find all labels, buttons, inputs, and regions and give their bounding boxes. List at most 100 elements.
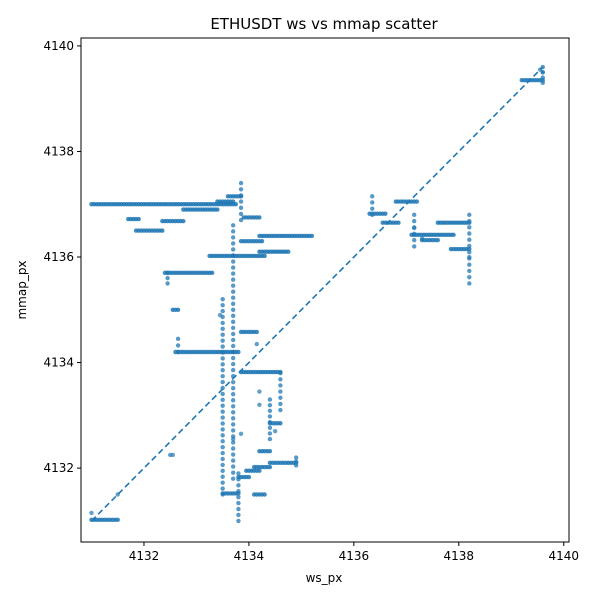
data-point — [220, 373, 225, 379]
data-point — [175, 336, 181, 342]
data-point — [230, 289, 236, 294]
data-point — [230, 428, 236, 433]
x-tick-label: 4132 — [129, 549, 160, 563]
data-point — [370, 200, 375, 205]
data-point — [238, 180, 244, 186]
data-point — [467, 212, 472, 217]
data-point — [220, 397, 225, 403]
data-point — [220, 444, 225, 450]
data-point — [220, 450, 225, 456]
x-tick-label: 4138 — [444, 549, 475, 563]
data-point — [136, 216, 141, 222]
data-point — [267, 449, 273, 454]
data-point — [230, 277, 236, 282]
data-point — [230, 379, 236, 385]
data-point — [220, 362, 225, 367]
data-point — [236, 483, 241, 488]
data-point — [220, 344, 225, 349]
data-point — [293, 455, 299, 460]
data-point — [230, 241, 236, 246]
data-point — [230, 422, 236, 427]
data-point — [220, 468, 225, 474]
chart-title: ETHUSDT ws vs mmap scatter — [210, 15, 438, 33]
data-point — [220, 409, 225, 414]
data-point — [230, 283, 236, 288]
data-point — [236, 494, 241, 500]
data-point — [267, 414, 273, 419]
data-point — [467, 246, 472, 252]
data-point — [230, 259, 236, 264]
data-point — [267, 464, 273, 470]
data-point — [175, 307, 181, 312]
data-point — [238, 217, 244, 223]
data-point — [236, 512, 241, 518]
data-point — [412, 218, 417, 224]
data-point — [230, 265, 236, 270]
data-point — [230, 271, 236, 276]
data-point — [220, 462, 225, 468]
data-point — [236, 489, 241, 494]
data-point — [115, 517, 120, 523]
data-point — [370, 194, 375, 199]
data-point — [220, 480, 225, 485]
data-point — [370, 206, 375, 211]
data-point — [230, 470, 236, 475]
data-point — [170, 452, 176, 458]
data-point — [254, 329, 259, 335]
data-point — [230, 361, 236, 367]
data-point — [267, 425, 273, 430]
data-point — [236, 471, 241, 476]
data-point — [230, 235, 236, 240]
data-point — [396, 220, 401, 225]
data-point — [412, 231, 417, 236]
data-point — [89, 510, 94, 516]
data-point — [217, 312, 223, 318]
data-point — [540, 80, 545, 86]
data-point — [220, 456, 225, 462]
data-point — [467, 225, 472, 230]
data-point — [220, 379, 225, 385]
data-point — [383, 211, 388, 216]
y-axis-label: mmap_px — [15, 260, 29, 319]
data-point — [220, 320, 225, 326]
data-point — [165, 270, 170, 276]
data-point — [309, 233, 315, 239]
data-point — [230, 253, 236, 258]
data-point — [257, 215, 262, 220]
data-point — [175, 343, 181, 348]
x-axis-label: ws_px — [306, 571, 343, 585]
data-point — [230, 440, 236, 445]
data-point — [236, 500, 241, 506]
data-point — [467, 274, 472, 280]
data-point — [220, 403, 225, 408]
data-point — [230, 367, 236, 373]
data-point — [238, 187, 244, 192]
data-point — [230, 355, 236, 361]
data-point — [230, 476, 236, 481]
data-point — [467, 237, 472, 242]
data-point — [230, 392, 236, 397]
data-point — [230, 436, 236, 442]
data-point — [467, 254, 472, 260]
data-point — [165, 281, 170, 286]
data-point — [230, 229, 236, 234]
data-point — [467, 231, 472, 236]
data-point — [257, 402, 262, 407]
data-point — [220, 474, 225, 479]
data-point — [467, 250, 472, 255]
data-point — [230, 295, 236, 300]
reference-diagonal-line — [90, 66, 544, 522]
data-point — [540, 75, 545, 80]
data-point — [451, 232, 456, 238]
data-point — [278, 377, 283, 382]
y-tick-label: 4136 — [43, 250, 74, 264]
y-axis-ticks: 4132 4134 4136 4138 4140 — [43, 39, 81, 475]
data-point — [230, 410, 236, 415]
data-point — [230, 452, 236, 457]
data-point — [267, 431, 273, 436]
data-point — [467, 243, 472, 249]
plot-area-frame — [80, 37, 570, 543]
data-point — [370, 212, 375, 217]
data-point — [220, 356, 225, 361]
